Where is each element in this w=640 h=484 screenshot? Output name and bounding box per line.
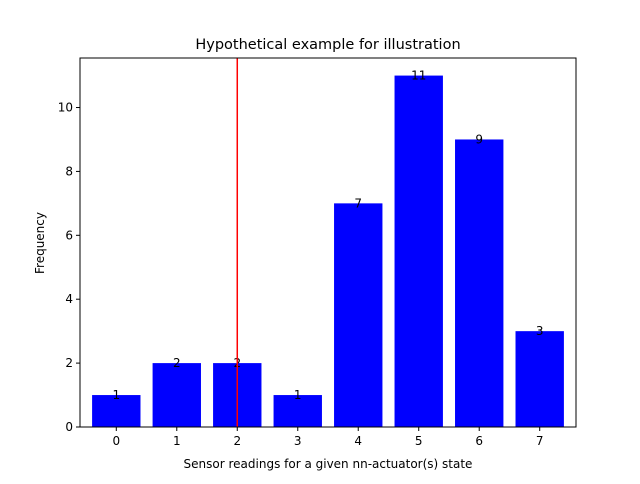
data-label-3: 1 xyxy=(294,388,302,402)
bar-1 xyxy=(152,363,201,427)
bar-0 xyxy=(92,395,141,427)
x-tick-label-2: 2 xyxy=(233,434,241,448)
data-label-5: 11 xyxy=(411,69,426,83)
x-tick-label-4: 4 xyxy=(354,434,362,448)
y-axis-ticks: 0 2 4 6 8 10 xyxy=(58,101,80,434)
x-tick-label-5: 5 xyxy=(415,434,423,448)
y-tick-label-6: 6 xyxy=(65,228,73,242)
y-tick-label-10: 10 xyxy=(58,101,73,115)
data-label-4: 7 xyxy=(354,196,362,210)
bars-group xyxy=(92,75,564,428)
data-label-7: 3 xyxy=(536,324,544,338)
data-label-0: 1 xyxy=(112,388,120,402)
x-axis-label: Sensor readings for a given nn-actuator(… xyxy=(184,457,473,471)
bar-4 xyxy=(334,203,383,427)
x-tick-label-0: 0 xyxy=(112,434,120,448)
y-tick-label-4: 4 xyxy=(65,292,73,306)
bar-3 xyxy=(273,395,322,427)
data-label-1: 2 xyxy=(173,356,181,370)
x-tick-label-3: 3 xyxy=(294,434,302,448)
x-tick-label-7: 7 xyxy=(536,434,544,448)
y-tick-label-8: 8 xyxy=(65,164,73,178)
x-axis-ticks: 0 1 2 3 4 5 6 7 xyxy=(112,427,544,448)
chart-title: Hypothetical example for illustration xyxy=(195,37,460,53)
x-tick-label-1: 1 xyxy=(173,434,181,448)
bar-7 xyxy=(515,331,564,427)
y-axis-label: Frequency xyxy=(33,212,47,274)
y-tick-label-2: 2 xyxy=(65,356,73,370)
bar-6 xyxy=(455,139,504,427)
x-tick-label-6: 6 xyxy=(475,434,483,448)
y-tick-label-0: 0 xyxy=(65,420,73,434)
data-label-6: 9 xyxy=(475,132,483,146)
plot-frame xyxy=(79,57,577,428)
bar-5 xyxy=(394,75,443,428)
